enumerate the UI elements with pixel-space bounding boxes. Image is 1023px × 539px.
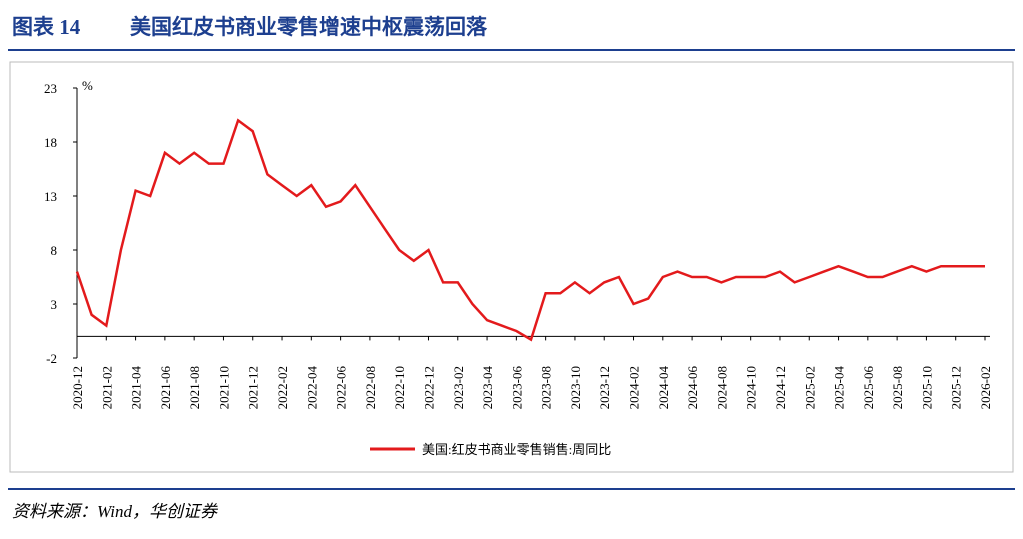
- series-line: [75, 118, 985, 342]
- x-tick-label: 2026-02: [978, 366, 993, 409]
- x-tick-label: 2025-02: [802, 366, 817, 409]
- x-tick-label: 2021-10: [216, 366, 231, 409]
- x-tick-label: 2022-12: [421, 366, 436, 409]
- x-tick-label: 2024-08: [714, 366, 729, 409]
- legend-label: 美国:红皮书商业零售销售:周同比: [422, 442, 611, 457]
- x-tick-label: 2022-10: [392, 366, 407, 409]
- x-tick-label: 2023-04: [480, 366, 495, 410]
- x-tick-label: 2025-10: [919, 366, 934, 409]
- x-tick-label: 2024-12: [773, 366, 788, 409]
- x-tick-label: 2023-10: [568, 366, 583, 409]
- x-tick-label: 2025-08: [890, 366, 905, 409]
- x-tick-label: 2021-12: [246, 366, 261, 409]
- x-tick-label: 2021-02: [99, 366, 114, 409]
- y-tick-label: 3: [51, 297, 58, 312]
- x-tick-label: 2024-04: [656, 366, 671, 410]
- x-tick-label: 2022-08: [363, 366, 378, 409]
- x-tick-label: 2025-06: [861, 366, 876, 410]
- x-tick-label: 2023-08: [539, 366, 554, 409]
- chart-frame: [9, 61, 1014, 473]
- y-tick-label: 13: [44, 189, 57, 204]
- x-tick-label: 2023-12: [597, 366, 612, 409]
- y-tick-label: 23: [44, 81, 57, 96]
- y-tick-label: 8: [51, 243, 58, 258]
- x-tick-label: 2022-04: [304, 366, 319, 410]
- unit-label: %: [82, 78, 93, 93]
- x-tick-label: 2022-06: [334, 366, 349, 410]
- x-tick-label: 2020-12: [70, 366, 85, 409]
- x-tick-label: 2024-06: [685, 366, 700, 410]
- y-tick-label: 18: [44, 135, 57, 150]
- x-tick-label: 2021-06: [158, 366, 173, 410]
- x-tick-label: 2024-10: [744, 366, 759, 409]
- source: 资料来源：Wind，华创证券: [12, 502, 219, 521]
- x-tick-label: 2025-12: [949, 366, 964, 409]
- x-tick-label: 2022-02: [275, 366, 290, 409]
- x-tick-label: 2025-04: [832, 366, 847, 410]
- figure-title: 美国红皮书商业零售增速中枢震荡回落: [130, 15, 488, 39]
- x-tick-label: 2024-02: [627, 366, 642, 409]
- x-tick-label: 2023-02: [451, 366, 466, 409]
- x-tick-label: 2021-04: [129, 366, 144, 410]
- y-tick-label: -2: [46, 351, 57, 366]
- x-tick-label: 2023-06: [509, 366, 524, 410]
- x-tick-label: 2021-08: [187, 366, 202, 409]
- figure-number: 图表 14: [12, 15, 81, 39]
